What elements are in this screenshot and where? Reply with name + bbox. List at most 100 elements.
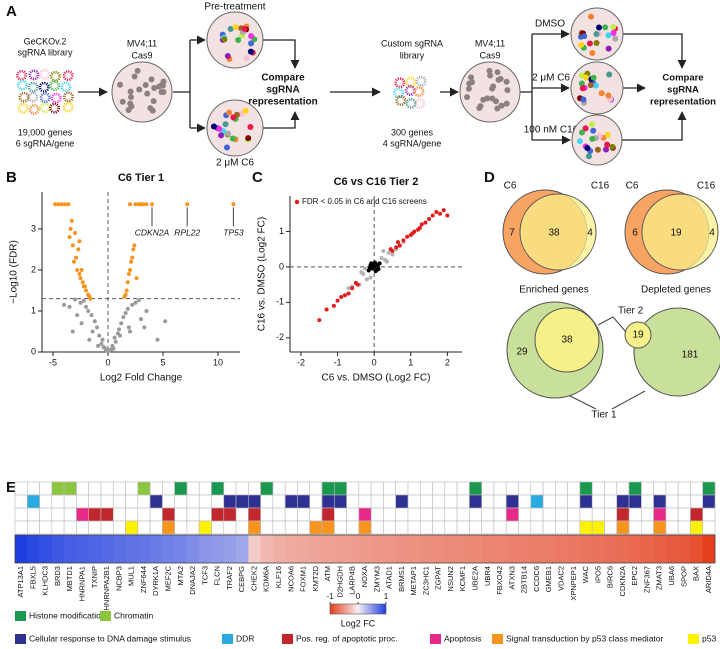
point — [363, 266, 368, 271]
term-cell — [653, 494, 667, 509]
annotation-cell — [51, 507, 65, 522]
term-cell — [702, 481, 716, 496]
annotation-cell — [407, 481, 421, 496]
label: Cas9 — [479, 50, 500, 60]
point — [419, 222, 424, 227]
point — [394, 245, 399, 250]
annotation-cell — [481, 481, 495, 496]
sgrna — [393, 87, 405, 99]
annotation-cell — [174, 520, 188, 535]
gene-label: ZNF367 — [642, 566, 651, 593]
heat-cell — [309, 535, 323, 563]
term-cell — [628, 494, 642, 509]
cell — [586, 40, 593, 47]
point — [390, 252, 395, 257]
annotation-cell — [567, 520, 581, 535]
annotation-cell — [407, 507, 421, 522]
annotation-cell — [407, 520, 421, 535]
point — [133, 202, 138, 207]
annotation-cell — [641, 520, 654, 535]
cell — [503, 78, 510, 85]
count: 6 — [632, 228, 638, 239]
point — [132, 243, 137, 248]
cell — [147, 105, 154, 112]
annotation: TP53 — [223, 228, 244, 238]
point — [76, 247, 81, 252]
cell — [604, 141, 611, 148]
point — [163, 319, 168, 324]
annotation-cell — [174, 507, 188, 522]
cell — [468, 74, 475, 81]
annotation-cell — [481, 520, 495, 535]
gene-label: UBR4 — [483, 566, 492, 586]
point — [121, 315, 126, 320]
label: Custom sgRNA — [381, 38, 443, 48]
annotation-cell — [518, 494, 532, 509]
count: 4 — [709, 228, 715, 239]
gene-label: ATM — [323, 566, 332, 581]
annotation-cell — [604, 481, 618, 496]
annotation-cell — [567, 481, 581, 496]
cell — [127, 94, 134, 101]
gene-label: CHEK2 — [249, 566, 258, 591]
x-tick-label: 5 — [160, 357, 165, 367]
cell — [480, 96, 487, 103]
annotation-cell — [358, 494, 372, 509]
cell — [503, 100, 510, 107]
gene-label: HNRNPA2B1 — [102, 566, 111, 610]
annotation-cell — [149, 507, 163, 522]
point — [77, 272, 82, 277]
cell — [612, 35, 619, 42]
term-cell — [690, 520, 704, 535]
annotation-cell — [76, 520, 89, 535]
count: 4 — [587, 228, 593, 239]
point — [397, 243, 402, 248]
sgrna — [27, 81, 39, 93]
annotation-cell — [186, 520, 200, 535]
panel-label: E — [6, 479, 16, 496]
annotation-cell — [604, 520, 618, 535]
heat-cell — [297, 535, 311, 563]
point — [346, 286, 351, 291]
cell — [587, 13, 594, 20]
point — [150, 202, 154, 207]
point — [405, 234, 410, 239]
annotation-cell — [383, 481, 397, 496]
sgrna — [39, 68, 51, 80]
cell — [487, 72, 494, 79]
legend-swatch — [15, 611, 26, 621]
point — [95, 325, 99, 330]
cell — [477, 103, 484, 110]
gene-label: TRAF2 — [225, 566, 234, 590]
point — [339, 295, 344, 300]
annotation-cell — [112, 520, 126, 535]
annotation-cell — [432, 507, 446, 522]
label: sgRNA — [667, 85, 699, 96]
gene-label: UBA6 — [667, 566, 676, 586]
sgrna — [49, 70, 61, 82]
legend-swatch — [430, 634, 441, 644]
annotation-cell — [395, 481, 409, 496]
heat-cell — [383, 535, 397, 563]
label: 19,000 genes — [18, 127, 73, 137]
heat-cell — [665, 535, 679, 563]
cell — [576, 138, 583, 145]
gene-label: KDM6A — [262, 566, 271, 592]
cell — [127, 100, 134, 107]
point — [427, 217, 432, 222]
annotation-cell — [284, 507, 298, 522]
heat-cell — [567, 535, 581, 563]
term-cell — [88, 507, 102, 522]
sgrna — [39, 102, 51, 114]
annotation-cell — [186, 507, 200, 522]
cell — [606, 71, 613, 78]
sgrna — [16, 69, 28, 81]
point — [126, 325, 131, 330]
point — [373, 269, 378, 274]
annotation-cell — [14, 494, 28, 509]
point — [118, 333, 123, 338]
sgrna — [38, 81, 50, 93]
annotation-cell — [14, 507, 28, 522]
annotation-cell — [591, 481, 605, 496]
point — [70, 329, 75, 334]
